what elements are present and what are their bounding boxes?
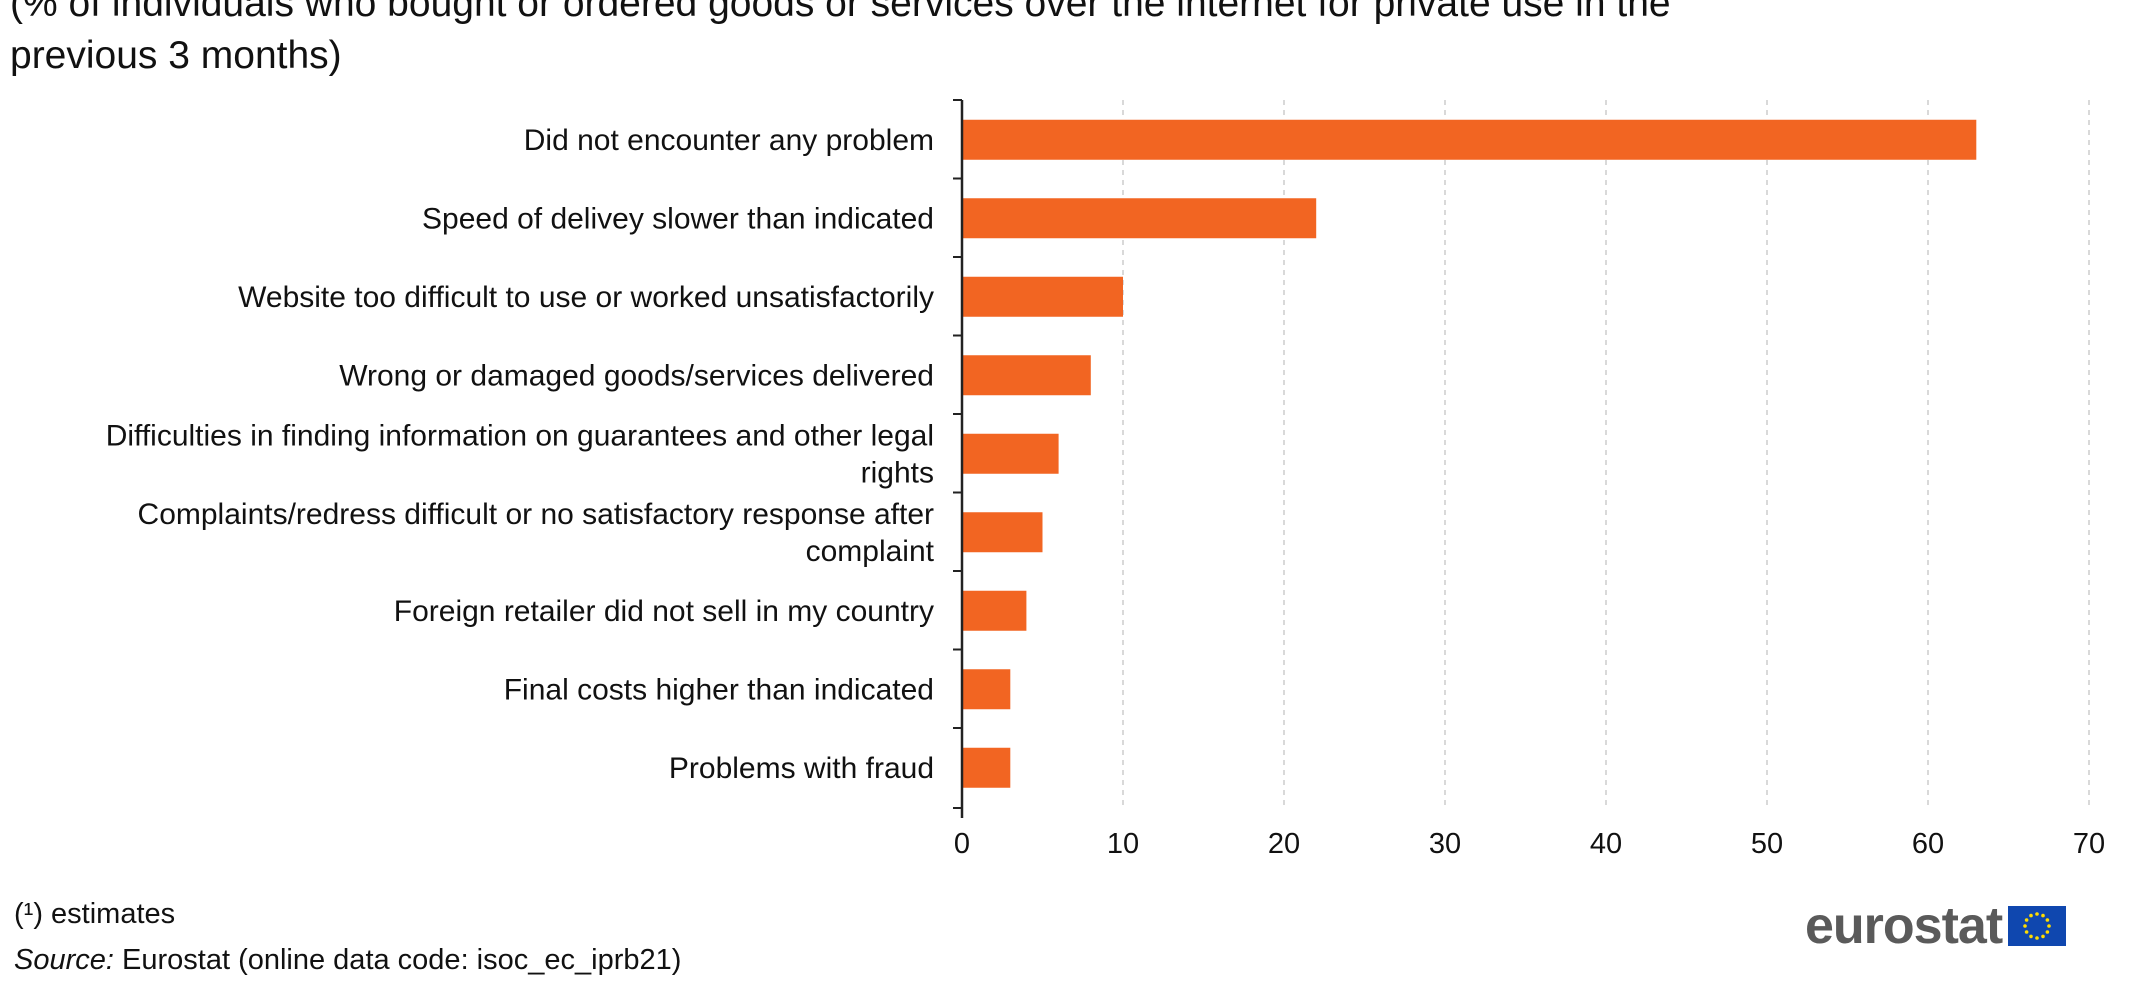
flag-star — [2035, 912, 2039, 916]
bars — [962, 119, 1977, 788]
flag-star — [2029, 934, 2033, 939]
category-label: Final costs higher than indicated — [504, 673, 934, 706]
x-tick-label: 60 — [1912, 828, 1944, 860]
category-label: Foreign retailer did not sell in my coun… — [394, 595, 934, 628]
category-label: Wrong or damaged goods/services delivere… — [339, 359, 934, 392]
bar — [962, 198, 1317, 239]
x-tick-label: 10 — [1107, 828, 1139, 860]
bar — [962, 669, 1011, 710]
category-label: Complaints/redress difficult or no satis… — [138, 498, 935, 568]
bar — [962, 433, 1059, 474]
x-tick-label: 20 — [1268, 828, 1300, 860]
flag-star — [2047, 924, 2051, 928]
bar — [962, 355, 1091, 396]
tick-labels: 0 10 20 30 40 50 60 70 — [954, 828, 2105, 860]
bar-chart: Did not encounter any problem Speed of de… — [106, 99, 2105, 860]
flag-star — [2041, 934, 2045, 939]
bar — [962, 119, 1977, 160]
source-text: Eurostat (online data code: isoc_ec_iprb… — [113, 944, 682, 976]
chart-subtitle: (% of individuals who bought or ordered … — [10, 0, 1671, 77]
footnote: (¹) estimates — [14, 898, 176, 930]
category-labels: Did not encounter any problem Speed of de… — [106, 124, 935, 785]
bar — [962, 276, 1123, 317]
category-label: Website too difficult to use or worked u… — [238, 281, 934, 314]
x-tick-label: 50 — [1751, 828, 1783, 860]
category-label: Did not encounter any problem — [524, 124, 934, 157]
flag-field — [2008, 906, 2067, 946]
bar — [962, 512, 1043, 553]
flag-star — [2023, 924, 2027, 928]
flag-star — [2024, 918, 2029, 922]
axes — [953, 99, 964, 818]
source-label: Source: — [14, 944, 114, 976]
flag-star — [2035, 936, 2039, 940]
x-tick-label: 30 — [1429, 828, 1461, 860]
eurostat-logo: eurostat — [1805, 896, 2067, 956]
grid-lines — [1122, 100, 2090, 808]
x-tick-label: 70 — [2073, 828, 2105, 860]
eu-flag-icon — [2008, 906, 2067, 946]
bar — [962, 747, 1011, 788]
category-label: Speed of delivey slower than indicated — [422, 202, 934, 235]
source-note: Source: Eurostat (online data code: isoc… — [14, 944, 681, 977]
x-tick-label: 0 — [954, 828, 970, 860]
x-tick-label: 40 — [1590, 828, 1622, 860]
category-label: Difficulties in finding information on g… — [106, 419, 934, 489]
flag-star — [2045, 918, 2050, 922]
eurostat-logo-text: eurostat — [1805, 897, 2003, 955]
flag-star — [2045, 930, 2050, 934]
bar — [962, 590, 1027, 631]
flag-star — [2024, 930, 2029, 934]
category-label: Problems with fraud — [669, 752, 934, 785]
flag-star — [2041, 913, 2045, 918]
flag-star — [2029, 913, 2033, 918]
